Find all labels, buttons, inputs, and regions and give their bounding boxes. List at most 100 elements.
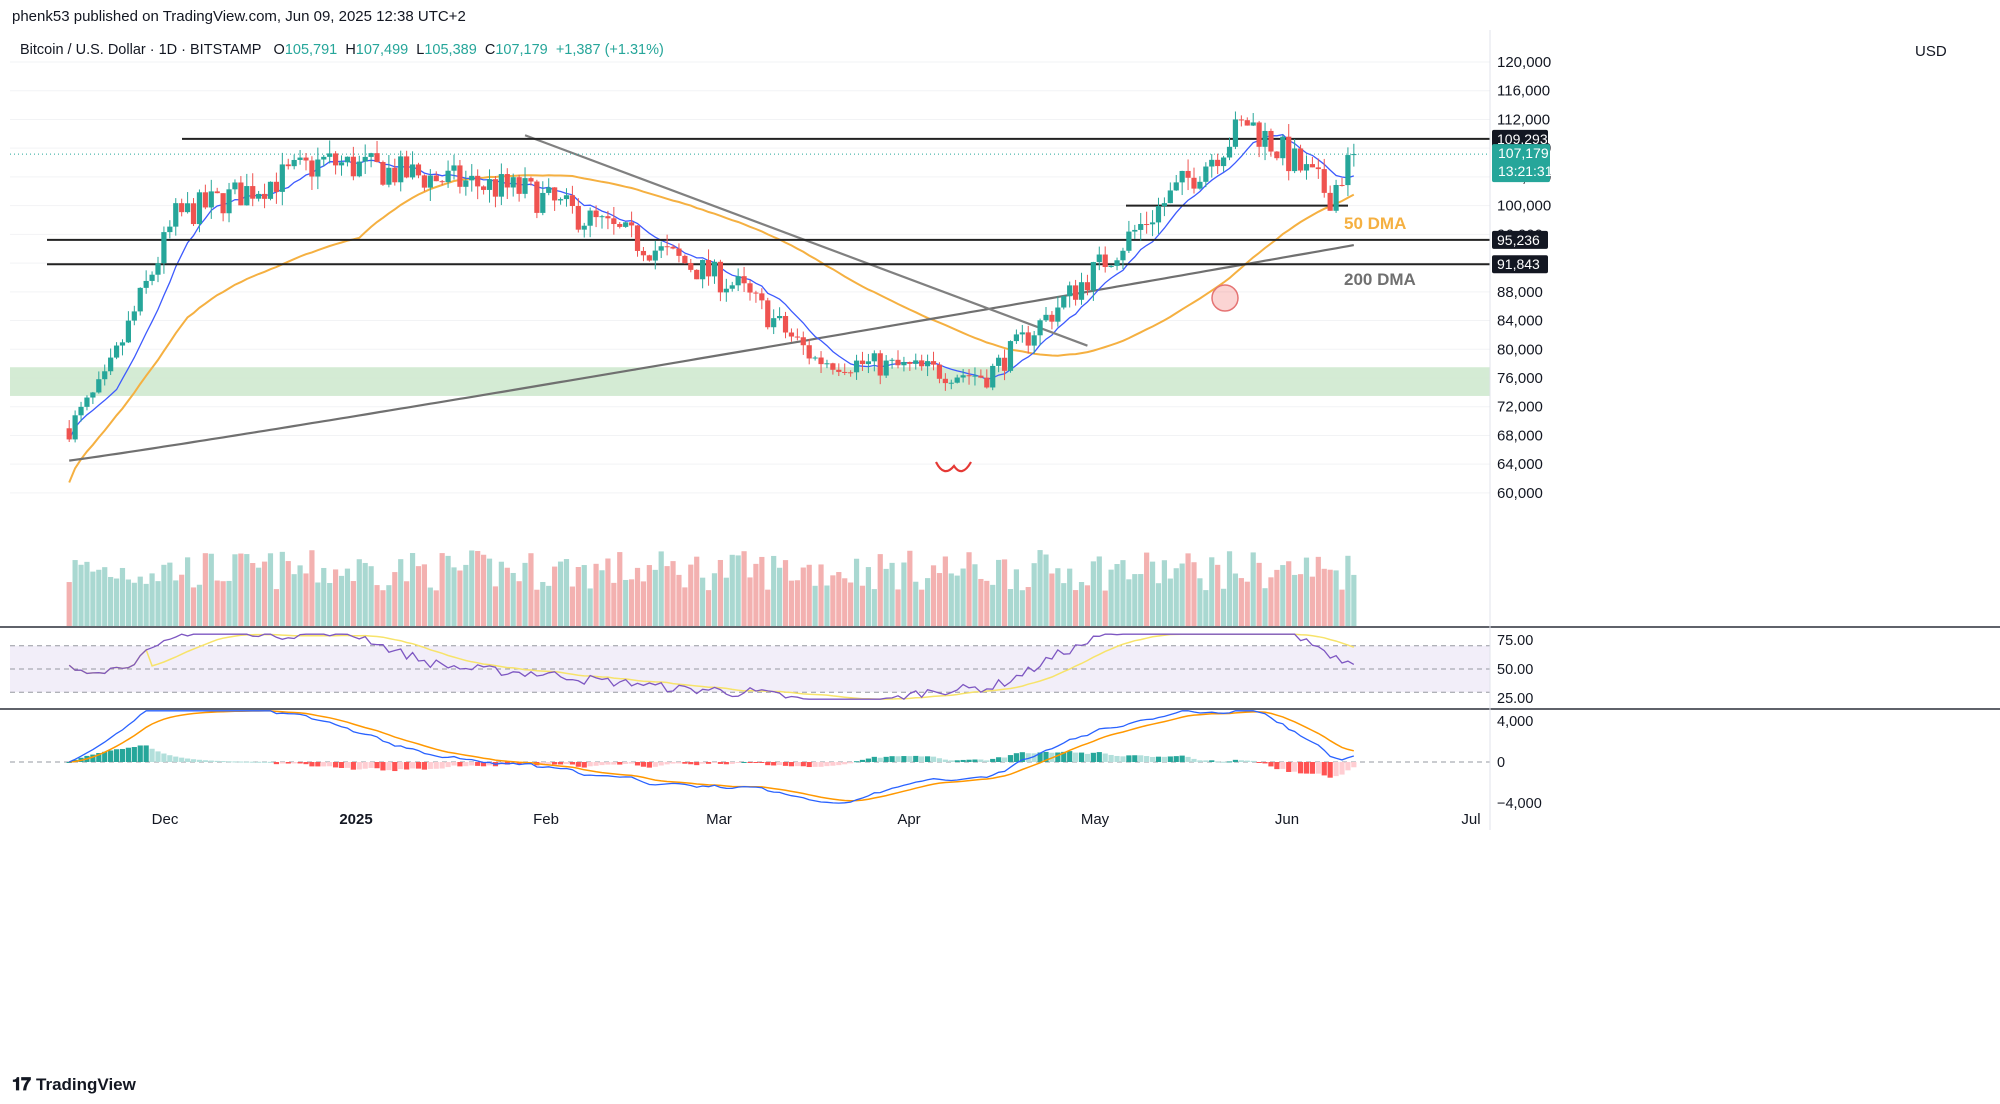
volume-bar xyxy=(386,585,392,626)
candle-body xyxy=(563,195,570,200)
volume-bar xyxy=(149,573,155,626)
candle-body xyxy=(504,174,510,188)
candle-body xyxy=(836,369,842,372)
volume-bar xyxy=(587,588,593,626)
volume-bar xyxy=(705,590,712,626)
candle-body xyxy=(913,360,919,364)
macd-histogram-bar xyxy=(883,756,889,762)
candle-body xyxy=(1138,224,1144,230)
candle-body xyxy=(1297,148,1304,171)
volume-bar xyxy=(1013,569,1019,626)
dma200-annotation: 200 DMA xyxy=(1344,270,1416,289)
candle-body xyxy=(587,210,593,226)
macd-histogram-bar xyxy=(1161,756,1167,762)
candle-body xyxy=(238,182,244,206)
candle-body xyxy=(321,156,327,160)
macd-histogram-bar xyxy=(587,762,593,767)
macd-histogram-bar xyxy=(196,759,203,762)
volume-bar xyxy=(717,559,723,626)
candle-body xyxy=(173,203,179,227)
volume-bar xyxy=(244,554,250,626)
time-tick-label: May xyxy=(1081,811,1110,828)
candle-body xyxy=(907,361,913,364)
candle-body xyxy=(1078,282,1085,300)
low-value: 105,389 xyxy=(424,42,477,58)
macd-histogram-bar xyxy=(321,762,327,767)
volume-bar xyxy=(557,561,564,626)
macd-histogram-bar xyxy=(646,762,652,768)
volume-bar xyxy=(362,562,368,626)
volume-bar xyxy=(936,573,943,626)
candle-body xyxy=(747,283,753,293)
candle-body xyxy=(729,285,735,289)
volume-bar xyxy=(759,556,765,626)
high-value: 107,499 xyxy=(355,42,409,58)
macd-histogram-bar xyxy=(303,762,309,765)
candle-body xyxy=(108,357,114,372)
macd-histogram-bar xyxy=(1315,762,1321,774)
macd-histogram-bar xyxy=(1209,760,1215,762)
macd-histogram-bar xyxy=(1179,755,1185,762)
volume-bar xyxy=(794,580,800,626)
volume-bar xyxy=(439,553,445,626)
macd-histogram-bar xyxy=(605,762,611,765)
candle-body xyxy=(1286,136,1292,172)
candle-body xyxy=(427,175,433,188)
candle-body xyxy=(374,153,380,163)
close-label: C xyxy=(484,42,496,58)
candle-body xyxy=(1102,254,1108,267)
volume-bar xyxy=(996,559,1002,626)
volume-bar xyxy=(605,558,611,626)
candle-body xyxy=(78,406,84,416)
candle-body xyxy=(830,363,836,370)
price-label-box xyxy=(1492,255,1548,274)
volume-bar xyxy=(1025,587,1031,626)
macd-histogram-bar xyxy=(794,762,800,767)
volume-bar xyxy=(238,553,244,626)
currency-label[interactable]: USD xyxy=(1915,43,1947,60)
macd-histogram-bar xyxy=(374,762,380,769)
candle-body xyxy=(481,186,487,190)
candle-body xyxy=(137,287,143,312)
volume-bar xyxy=(291,574,297,626)
candle-body xyxy=(522,178,528,194)
candle-body xyxy=(297,157,303,160)
macd-histogram-bar xyxy=(954,760,960,762)
volume-bar xyxy=(652,569,658,626)
macd-histogram-bar xyxy=(1185,756,1191,762)
volume-bar xyxy=(96,569,102,626)
candle-body xyxy=(682,255,688,264)
volume-bar xyxy=(972,564,978,626)
volume-bar xyxy=(836,572,842,626)
macd-histogram-bar xyxy=(1203,760,1209,762)
macd-histogram-bar xyxy=(1327,762,1333,778)
candle-body xyxy=(256,193,262,199)
open-value: 105,791 xyxy=(284,42,338,58)
candle-body xyxy=(611,218,617,224)
volume-bar xyxy=(1274,569,1280,626)
volume-bar xyxy=(143,583,149,626)
macd-histogram-bar xyxy=(1244,760,1250,762)
macd-histogram-bar xyxy=(285,762,291,764)
volume-bar xyxy=(552,566,558,626)
macd-histogram-bar xyxy=(1120,756,1126,762)
volume-bar xyxy=(214,580,220,626)
volume-bar xyxy=(960,568,966,626)
volume-bar xyxy=(1161,560,1167,626)
candle-body xyxy=(1126,231,1132,251)
candle-body xyxy=(1144,224,1150,226)
macd-histogram-bar xyxy=(700,762,706,764)
macd-histogram-bar xyxy=(1286,762,1292,772)
macd-histogram-bar xyxy=(149,748,155,762)
candle-body xyxy=(356,161,362,177)
macd-histogram-bar xyxy=(812,762,818,767)
macd-histogram-bar xyxy=(925,756,931,762)
macd-histogram-bar xyxy=(753,762,759,763)
symbol-legend[interactable]: Bitcoin / U.S. Dollar · 1D · BITSTAMP O1… xyxy=(20,42,664,58)
macd-histogram-bar xyxy=(1090,752,1096,762)
candle-body xyxy=(1149,222,1156,225)
volume-bar xyxy=(161,564,167,626)
candle-body xyxy=(853,360,860,373)
candle-body xyxy=(72,415,78,440)
